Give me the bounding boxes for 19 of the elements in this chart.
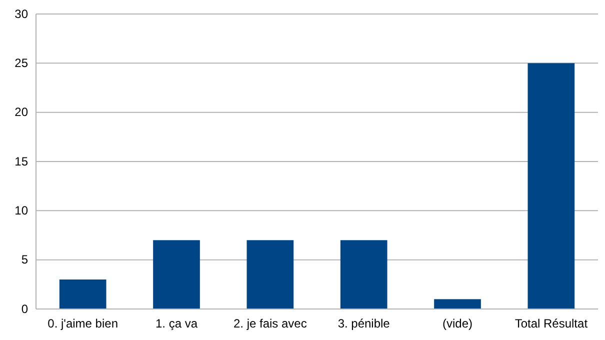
y-tick-label: 5 xyxy=(21,252,28,267)
bar xyxy=(246,240,294,309)
x-tick-label: Total Résultat xyxy=(514,316,588,331)
bar xyxy=(434,299,481,309)
x-tick-label: 3. pénible xyxy=(338,316,390,331)
y-tick-label: 30 xyxy=(14,6,28,21)
x-tick-label: 2. je fais avec xyxy=(233,316,307,331)
x-tick-label: 1. ça va xyxy=(155,316,198,331)
y-tick-label: 15 xyxy=(14,154,28,168)
bar xyxy=(340,240,388,309)
bar xyxy=(59,280,106,309)
y-tick-label: 0 xyxy=(21,302,28,316)
y-tick-label: 20 xyxy=(14,105,28,120)
y-tick-label: 10 xyxy=(14,204,28,218)
x-tick-label: 0. j'aime bien xyxy=(48,316,118,331)
bar xyxy=(153,240,200,309)
bar xyxy=(528,63,575,309)
y-tick-label: 25 xyxy=(14,56,28,70)
x-tick-label: (vide) xyxy=(442,316,473,331)
